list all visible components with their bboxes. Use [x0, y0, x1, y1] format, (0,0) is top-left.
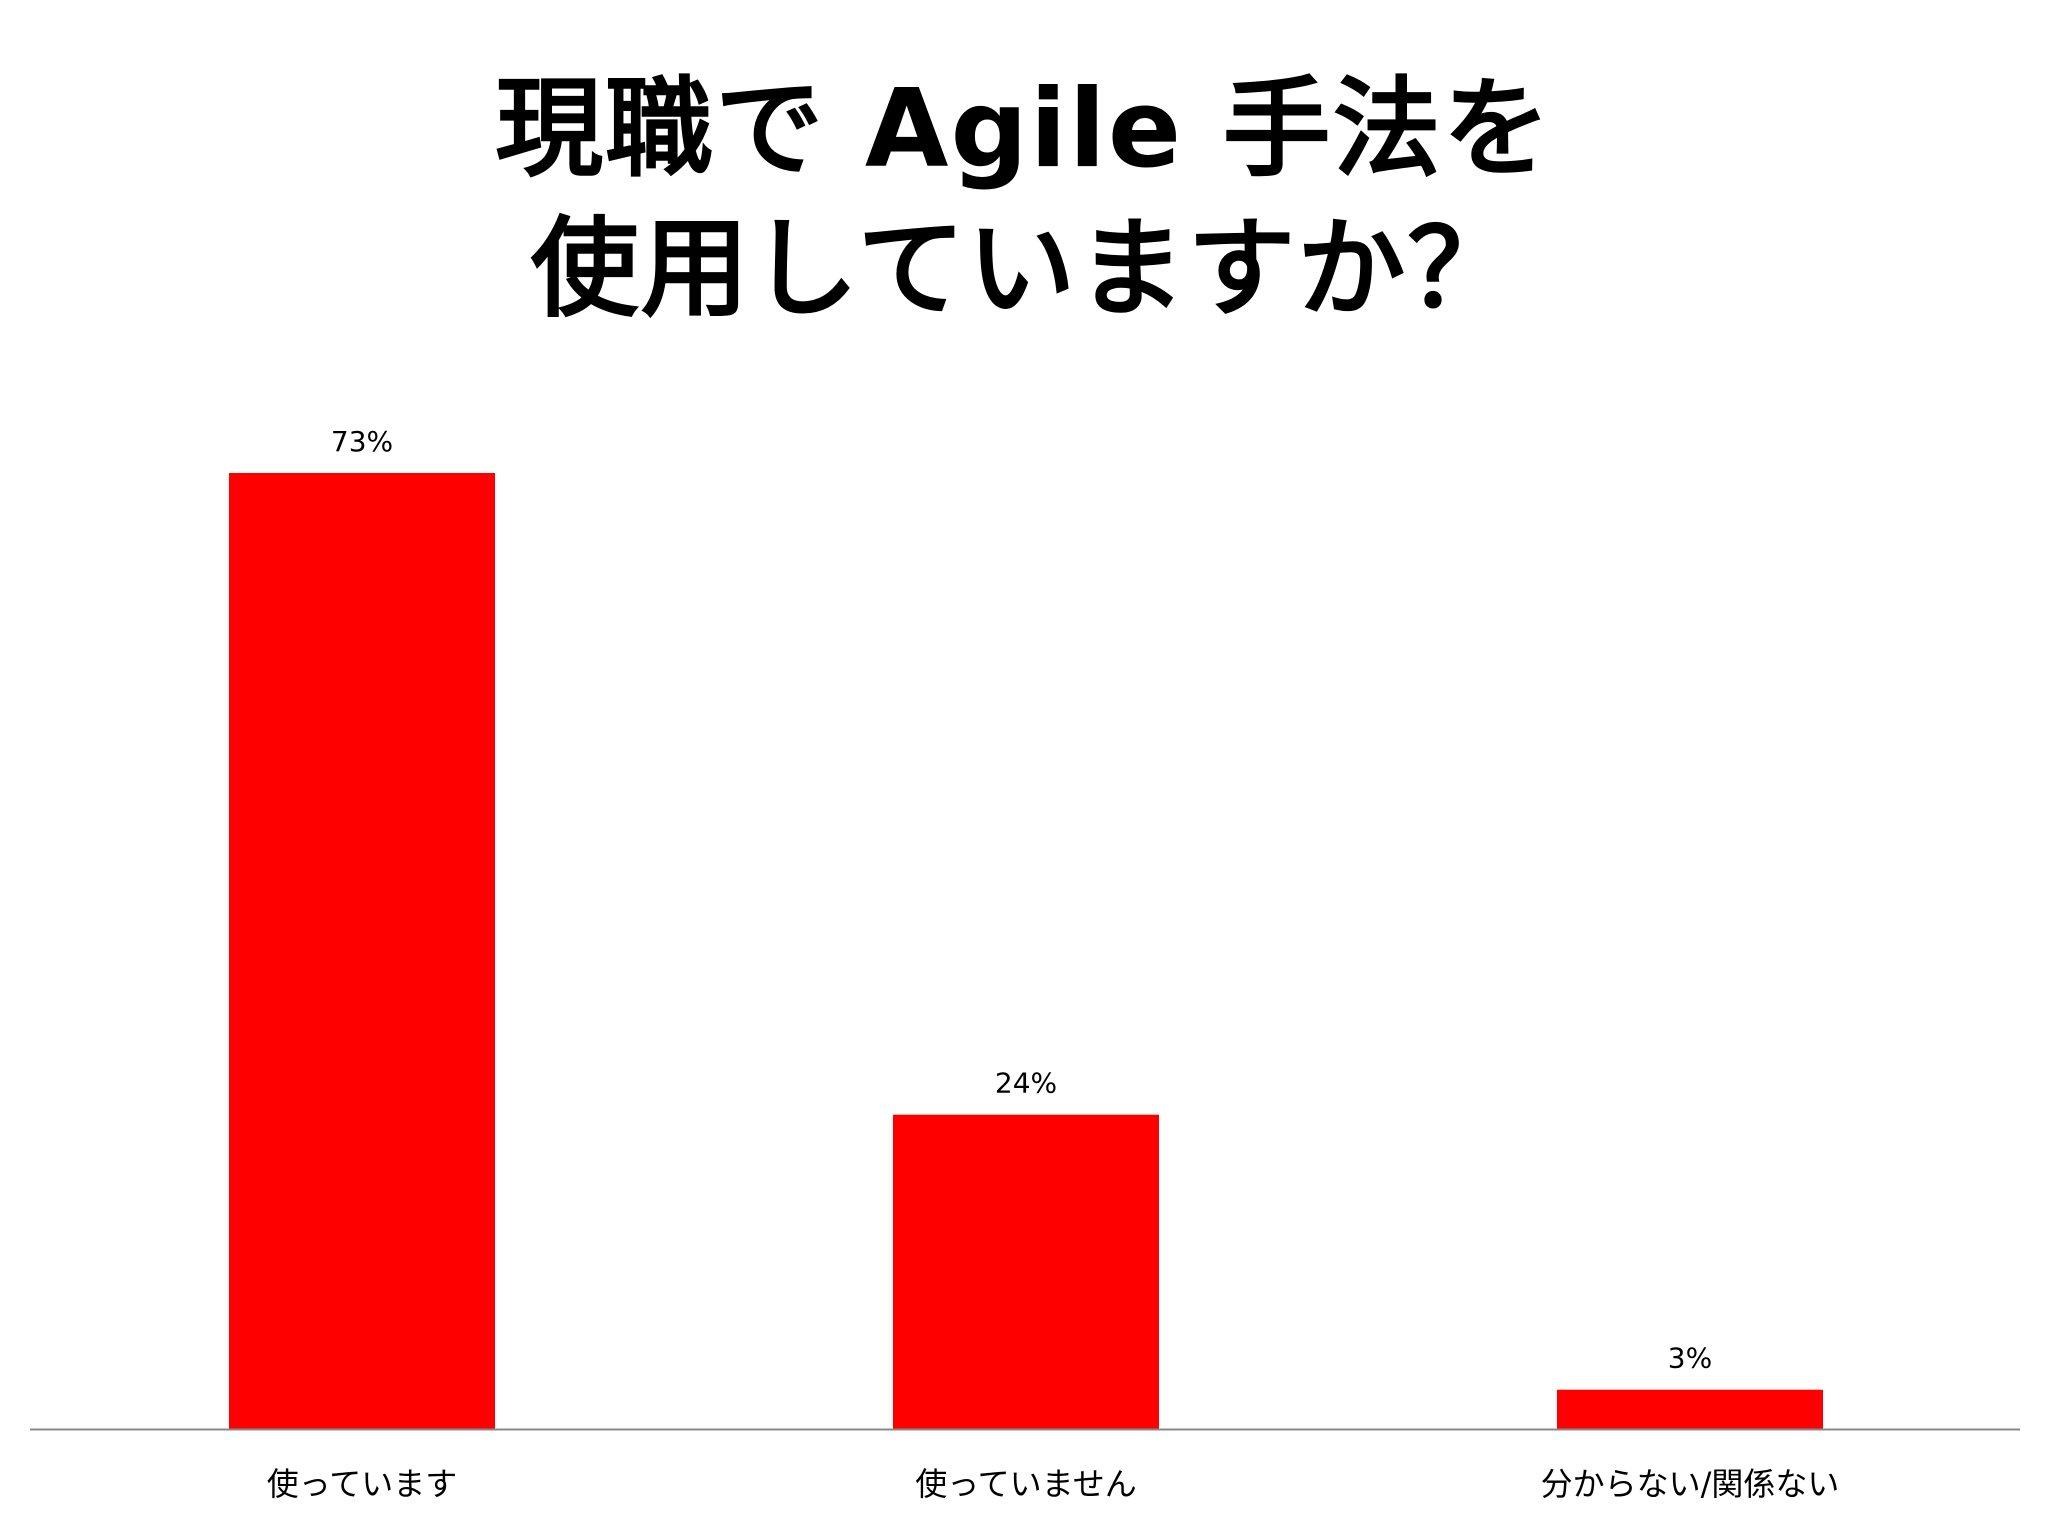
chart-title: 現職で Agile 手法を 使用していますか？: [0, 60, 2048, 340]
chart-title-line-1: 現職で Agile 手法を: [495, 67, 1553, 192]
data-label-1: 73%: [331, 425, 393, 458]
category-label-1: 使っています: [267, 1465, 457, 1503]
category-label-3: 分からない/関係ない: [1541, 1465, 1840, 1503]
data-label-3: 3%: [1668, 1342, 1712, 1375]
labels-layer: 73% 使っています 24% 使っていません 3% 分からない/関係ない: [267, 425, 1840, 1503]
category-label-2: 使っていません: [915, 1465, 1136, 1503]
bar-3: [1557, 1389, 1823, 1429]
bar-2: [893, 1114, 1159, 1429]
data-label-2: 24%: [995, 1067, 1057, 1100]
bars-layer: [229, 473, 1823, 1429]
bar-1: [229, 473, 495, 1429]
chart-title-line-2: 使用していますか？: [530, 207, 1518, 332]
